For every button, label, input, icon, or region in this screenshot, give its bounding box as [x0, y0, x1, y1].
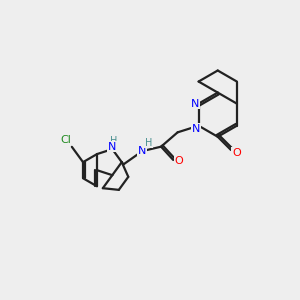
Text: O: O — [175, 156, 184, 167]
Text: N: N — [191, 99, 199, 109]
Text: H: H — [110, 136, 117, 146]
Text: Cl: Cl — [60, 135, 71, 146]
Text: N: N — [108, 142, 116, 152]
Text: N: N — [137, 146, 146, 155]
Text: O: O — [232, 148, 241, 158]
Text: H: H — [145, 138, 152, 148]
Text: N: N — [192, 124, 200, 134]
